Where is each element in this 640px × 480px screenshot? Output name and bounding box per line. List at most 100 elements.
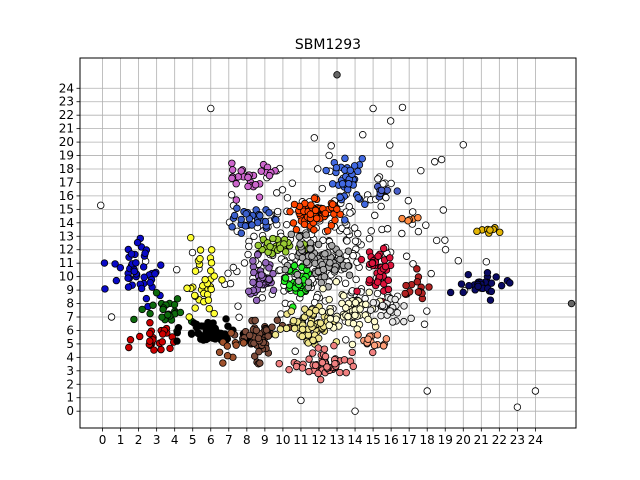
data-point [170,301,179,309]
data-point [398,103,407,112]
data-point [321,209,330,218]
data-point [275,359,283,368]
data-point [142,294,151,303]
x-tick-label: 21 [474,433,489,447]
data-point [441,245,450,254]
data-point [207,328,215,336]
data-point [187,330,196,338]
x-tick-label: 17 [402,433,417,447]
data-point [386,117,395,125]
data-point [354,194,362,202]
data-point [350,224,359,232]
data-point [277,310,285,318]
data-point [348,340,357,349]
data-point [368,259,377,267]
data-point [264,332,272,340]
data-point [364,335,372,343]
y-tick-label: 4 [66,350,74,364]
data-point [312,306,320,315]
data-point [292,225,301,234]
data-point [269,269,277,278]
data-point [486,226,494,234]
data-point [289,317,298,325]
data-point [295,233,303,241]
data-point [362,300,370,309]
data-point [377,311,385,320]
data-point [383,225,392,233]
data-point [207,246,216,254]
data-point [283,220,291,229]
data-point [513,403,522,411]
data-point [356,305,364,313]
data-point [232,196,241,204]
data-point [314,369,322,378]
data-point [252,296,261,305]
data-point [207,104,215,113]
data-point [336,193,344,202]
x-tick-label: 11 [293,433,308,447]
data-point [332,163,341,172]
data-point [297,396,305,405]
data-point [255,347,263,356]
data-point [402,252,411,260]
data-point [432,236,441,245]
data-point [191,267,200,275]
data-point [336,368,344,377]
data-point [331,360,339,368]
data-point [291,347,299,355]
data-point [365,276,374,284]
data-point [496,228,504,236]
data-point [251,316,259,325]
data-point [351,298,360,307]
data-point [294,277,303,285]
data-point [325,321,333,330]
data-point [446,288,455,297]
data-point [271,331,280,339]
data-point [531,387,540,395]
data-point [274,207,282,216]
data-point [341,279,350,288]
data-point [254,241,262,250]
y-tick-label: 16 [59,189,74,203]
y-tick-label: 13 [59,229,74,243]
data-point [207,285,215,294]
y-tick-label: 10 [59,270,74,284]
data-point [326,259,334,267]
x-tick-label: 22 [492,433,507,447]
data-point [370,317,379,326]
data-point [237,229,246,237]
data-point [344,312,352,321]
data-point [357,255,366,264]
x-tick-label: 10 [275,433,290,447]
data-point [409,208,417,216]
y-tick-label: 17 [59,175,74,189]
y-tick-label: 23 [59,95,74,109]
data-point [228,174,236,183]
data-point [191,291,199,300]
data-point [343,237,351,245]
data-point [245,242,253,251]
data-point [310,194,319,203]
data-point [159,330,167,338]
data-point [192,320,201,328]
data-point [159,305,167,314]
data-point [365,234,374,243]
data-point [232,180,240,188]
data-point [207,267,215,275]
data-point [414,288,423,296]
y-tick-label: 15 [59,202,74,216]
data-point [296,289,305,298]
data-point [262,258,270,267]
data-point [341,216,349,224]
data-point [473,227,481,236]
data-point [248,221,256,229]
data-point [413,278,422,286]
data-point [290,324,299,333]
data-point [423,307,431,315]
data-point [133,238,142,247]
data-point [465,282,473,290]
data-point [233,204,241,212]
y-tick-label: 19 [59,149,74,163]
data-point [227,329,235,337]
